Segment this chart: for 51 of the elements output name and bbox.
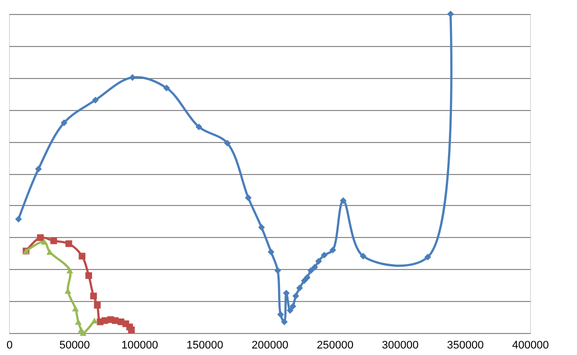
point bbox=[196, 124, 202, 130]
point bbox=[360, 252, 367, 260]
point bbox=[447, 10, 454, 18]
point bbox=[60, 119, 68, 126]
point bbox=[66, 268, 74, 274]
point bbox=[424, 254, 432, 260]
point bbox=[258, 224, 265, 231]
point bbox=[35, 166, 42, 172]
point bbox=[274, 267, 282, 274]
point bbox=[286, 306, 294, 314]
point bbox=[74, 318, 82, 325]
point bbox=[50, 237, 58, 244]
point bbox=[85, 272, 92, 279]
point bbox=[292, 292, 300, 300]
point bbox=[92, 96, 99, 104]
point bbox=[163, 84, 170, 92]
x-tick-label: 200000 bbox=[252, 340, 288, 352]
point bbox=[282, 290, 290, 296]
x-tick-label: 250000 bbox=[316, 340, 354, 352]
point bbox=[304, 274, 310, 281]
point bbox=[315, 258, 322, 265]
point bbox=[308, 267, 314, 274]
point bbox=[78, 252, 86, 260]
point bbox=[296, 284, 303, 292]
point bbox=[311, 264, 318, 271]
x-tick-label: 400000 bbox=[512, 340, 549, 352]
point bbox=[129, 74, 136, 81]
x-tick-label: 50000 bbox=[59, 340, 90, 352]
point bbox=[15, 216, 22, 222]
x-tick-label: 100000 bbox=[121, 340, 158, 352]
point bbox=[90, 292, 97, 300]
point bbox=[280, 318, 288, 326]
point bbox=[37, 234, 44, 241]
point bbox=[94, 302, 101, 309]
point bbox=[128, 326, 135, 334]
x-tick-label: 0 bbox=[6, 340, 13, 352]
point bbox=[340, 197, 347, 204]
point bbox=[224, 140, 231, 147]
point bbox=[268, 248, 274, 256]
point bbox=[91, 318, 98, 324]
point bbox=[320, 252, 328, 259]
point bbox=[277, 311, 284, 318]
point bbox=[244, 194, 252, 202]
point bbox=[72, 306, 79, 312]
x-tick-label: 300000 bbox=[382, 340, 419, 352]
point bbox=[65, 240, 72, 248]
point bbox=[329, 246, 336, 254]
point bbox=[80, 330, 86, 336]
point bbox=[290, 302, 296, 310]
x-tick-label: 150000 bbox=[186, 340, 224, 352]
x-tick-label: 350000 bbox=[447, 340, 484, 352]
